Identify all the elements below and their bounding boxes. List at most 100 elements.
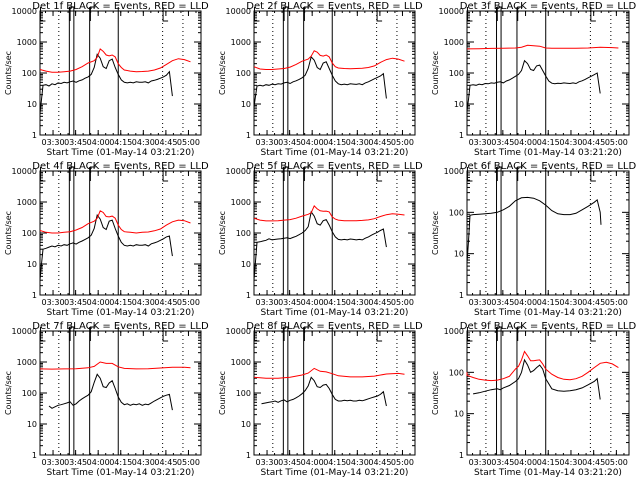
interval-bracket <box>466 7 473 22</box>
plot-frame <box>466 330 630 456</box>
x-tick-label: 05:00 <box>391 458 414 467</box>
plot-frame <box>39 330 202 456</box>
x-tick-label: 04:30 <box>132 138 155 147</box>
y-tick-label: 100 <box>22 389 37 398</box>
y-tick-label: 1 <box>246 291 251 300</box>
y-tick-label: 1000 <box>444 38 464 47</box>
y-axis-label: Counts/sec <box>431 371 440 415</box>
x-tick-label: 04:30 <box>346 298 369 307</box>
x-tick-label: 03:30 <box>256 458 279 467</box>
y-tick-label: 10 <box>454 410 464 419</box>
x-tick-label: 04:30 <box>559 458 582 467</box>
x-tick-label: 04:15 <box>109 138 132 147</box>
x-tick-label: 03:30 <box>42 138 65 147</box>
y-tick-label: 10 <box>454 250 464 259</box>
interval-bracket <box>496 326 503 341</box>
x-tick-label: 05:00 <box>605 458 628 467</box>
chart-panel-1: 1 10 100 1000 10000 03:30 03:45 04:00 04:15 04:30… <box>4 1 209 158</box>
y-tick-label: 10 <box>241 420 251 429</box>
y-tick-label: 1000 <box>17 38 37 47</box>
x-tick-label: 04:45 <box>368 298 391 307</box>
plot-frame <box>39 170 202 296</box>
x-tick-label: 05:00 <box>605 298 628 307</box>
interval-bracket <box>590 7 596 22</box>
interval-bracket <box>162 7 169 22</box>
y-tick-label: 10000 <box>226 327 251 336</box>
chart-panel-8: 1 10 100 1000 10000 03:30 03:45 04:00 04:15 04:30… <box>218 321 423 478</box>
x-tick-label: 05:00 <box>177 458 200 467</box>
interval-bracket <box>89 326 96 341</box>
y-tick-label: 10 <box>27 100 37 109</box>
x-tick-label: 03:30 <box>256 298 279 307</box>
x-tick-label: 04:45 <box>582 138 605 147</box>
chart-title: Det 2f BLACK = Events, RED = LLD <box>246 1 423 12</box>
x-tick-label: 04:00 <box>514 138 537 147</box>
y-tick-label: 10000 <box>226 7 251 16</box>
plot-frame <box>466 10 630 136</box>
y-tick-label: 100 <box>236 69 251 78</box>
x-tick-label: 04:45 <box>368 458 391 467</box>
chart-title: Det 3f BLACK = Events, RED = LLD <box>460 1 637 12</box>
x-axis-label: Start Time (01-May-14 03:21:20) <box>261 468 409 478</box>
series-line-lld <box>39 361 191 370</box>
y-tick-label: 100 <box>449 208 464 217</box>
interval-bracket <box>253 167 260 182</box>
interval-bracket <box>466 167 473 182</box>
x-tick-label: 04:30 <box>346 458 369 467</box>
x-tick-label: 04:30 <box>559 298 582 307</box>
plot-frame <box>253 10 416 136</box>
y-tick-label: 1000 <box>444 167 464 176</box>
plot-frame <box>466 170 630 296</box>
interval-bracket <box>376 327 383 342</box>
y-tick-label: 10 <box>27 260 37 269</box>
y-axis-label: Counts/sec <box>431 51 440 95</box>
y-tick-label: 10 <box>454 100 464 109</box>
x-tick-label: 03:30 <box>469 458 492 467</box>
interval-bracket <box>89 166 96 181</box>
y-axis-label: Counts/sec <box>4 211 13 255</box>
chart-panel-9: 1 10 100 1000 03:30 03:45 04:00 04:15 04:30 04:45… <box>431 321 636 478</box>
x-tick-label: 03:30 <box>469 138 492 147</box>
interval-bracket <box>517 326 523 341</box>
y-tick-label: 10000 <box>12 167 37 176</box>
series-line-events <box>466 196 602 263</box>
x-tick-label: 03:45 <box>278 298 301 307</box>
series-line-events <box>261 376 387 407</box>
y-tick-label: 10000 <box>12 327 37 336</box>
y-axis-label: Counts/sec <box>4 51 13 95</box>
y-tick-label: 100 <box>449 368 464 377</box>
y-tick-label: 100 <box>22 229 37 238</box>
x-tick-label: 04:00 <box>301 138 324 147</box>
x-tick-label: 04:15 <box>109 298 132 307</box>
x-tick-label: 03:45 <box>491 298 514 307</box>
series-line-events <box>473 358 601 400</box>
series-line-lld <box>39 210 191 234</box>
y-tick-label: 100 <box>236 229 251 238</box>
series-line-events <box>466 59 601 111</box>
y-tick-label: 1 <box>459 291 464 300</box>
x-tick-label: 05:00 <box>177 298 200 307</box>
interval-bracket <box>590 327 596 342</box>
interval-bracket <box>517 6 523 21</box>
chart-title: Det 6f BLACK = Events, RED = LLD <box>460 161 637 172</box>
x-tick-label: 03:45 <box>491 138 514 147</box>
x-tick-label: 04:45 <box>154 298 177 307</box>
series-line-events <box>253 55 387 108</box>
series-line-lld <box>253 205 405 222</box>
x-tick-label: 05:00 <box>391 298 414 307</box>
y-tick-label: 100 <box>449 69 464 78</box>
chart-panel-7: 1 10 100 1000 10000 03:30 03:45 04:00 04:15 04:30… <box>4 321 209 478</box>
x-axis-label: Start Time (01-May-14 03:21:20) <box>47 148 195 158</box>
y-tick-label: 10000 <box>12 7 37 16</box>
series-line-lld <box>253 50 405 70</box>
plot-frame <box>253 330 416 456</box>
x-tick-label: 04:45 <box>368 138 391 147</box>
chart-title: Det 5f BLACK = Events, RED = LLD <box>246 161 423 172</box>
interval-bracket <box>496 166 503 181</box>
interval-bracket <box>89 6 96 21</box>
interval-bracket <box>303 166 310 181</box>
interval-bracket <box>590 167 596 182</box>
y-tick-label: 10 <box>27 420 37 429</box>
x-axis-label: Start Time (01-May-14 03:21:20) <box>474 468 622 478</box>
